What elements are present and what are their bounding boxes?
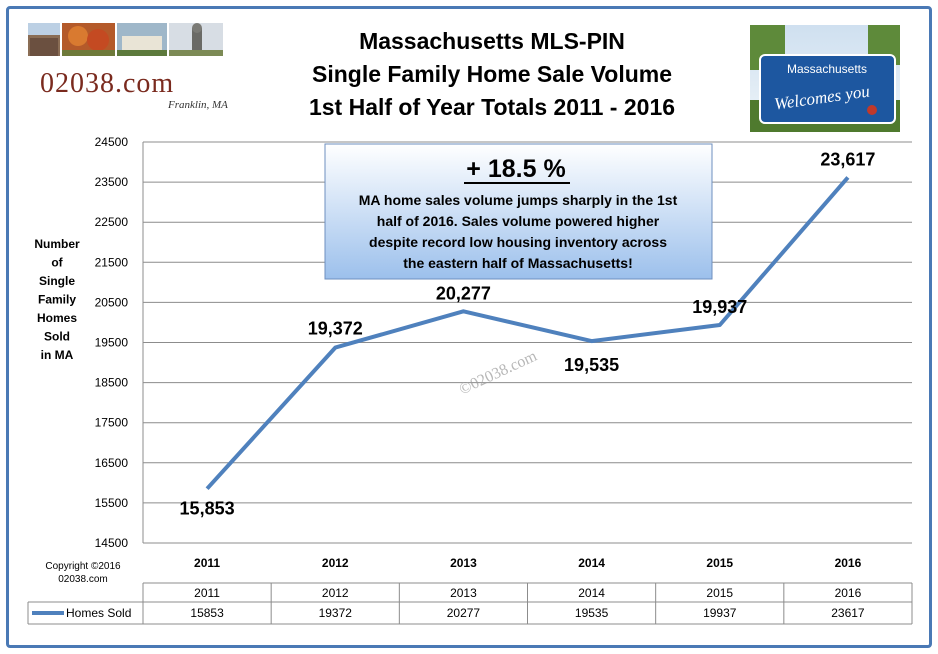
callout-line-2: half of 2016. Sales volume powered highe… xyxy=(377,213,660,229)
y-tick-label: 14500 xyxy=(95,536,129,550)
x-tick-label: 2014 xyxy=(578,556,605,570)
table-header-cell: 2014 xyxy=(578,586,605,600)
logo-photo-strip xyxy=(28,23,223,56)
y-tick-label: 20500 xyxy=(95,295,129,309)
data-labels: 15,853 19,372 20,277 19,535 19,937 23,617 xyxy=(180,149,876,518)
y-tick-labels: 24500 23500 22500 21500 20500 19500 18500 17500… xyxy=(95,135,129,550)
table-header-cell: 2011 xyxy=(194,586,220,600)
data-table: 2011 15853 2012 19372 2013 20277 2014 19535 2015… xyxy=(27,582,913,625)
data-label: 19,372 xyxy=(308,319,363,339)
y-tick-label: 15500 xyxy=(95,496,129,510)
y-tick-label: 24500 xyxy=(95,135,129,149)
y-tick-label: 23500 xyxy=(95,175,129,189)
copyright-line-2: 02038.com xyxy=(58,574,107,585)
x-tick-labels: 2011 2012 2013 2014 2015 2016 xyxy=(194,556,862,570)
copyright: Copyright ©2016 02038.com xyxy=(45,561,121,585)
table-value-cell: 20277 xyxy=(447,606,481,620)
logo-tagline: Franklin, MA xyxy=(167,99,228,111)
data-label: 19,535 xyxy=(564,355,619,375)
table-series-name: Homes Sold xyxy=(66,606,131,620)
data-label: 23,617 xyxy=(820,149,875,169)
chart-title-line-1: Massachusetts MLS-PIN xyxy=(359,28,625,54)
data-label: 20,277 xyxy=(436,283,491,303)
y-axis-label-line: Single xyxy=(39,274,75,288)
y-tick-label: 22500 xyxy=(95,215,129,229)
callout-line-3: despite record low housing inventory acr… xyxy=(369,234,667,250)
data-label: 15,853 xyxy=(180,499,235,519)
welcome-sign-picture: Massachusetts Welcomes you xyxy=(750,25,900,132)
sign-line-1: Massachusetts xyxy=(787,62,867,76)
table-value-cell: 19937 xyxy=(703,606,737,620)
y-axis-label-line: in MA xyxy=(41,348,74,362)
copyright-line-1: Copyright ©2016 xyxy=(45,561,121,572)
callout-line-4: the eastern half of Massachusetts! xyxy=(403,255,633,271)
x-tick-label: 2013 xyxy=(450,556,477,570)
callout-line-1: MA home sales volume jumps sharply in th… xyxy=(359,192,678,208)
chart-title-line-3: 1st Half of Year Totals 2011 - 2016 xyxy=(309,94,675,120)
gridlines xyxy=(142,141,912,544)
x-tick-label: 2011 xyxy=(194,556,220,570)
y-axis-label: Number of Single Family Homes Sold in MA xyxy=(34,237,80,362)
y-tick-label: 17500 xyxy=(95,416,129,430)
logo: 02038.com Franklin, MA xyxy=(28,23,228,111)
y-axis-label-line: of xyxy=(51,256,63,270)
callout-box: + 18.5 % MA home sales volume jumps shar… xyxy=(324,143,713,280)
table-header-cell: 2013 xyxy=(450,586,477,600)
table-header-cell: 2015 xyxy=(706,586,733,600)
y-axis-label-line: Number xyxy=(34,237,80,251)
y-axis-label-line: Sold xyxy=(44,330,70,344)
chart-title-line-2: Single Family Home Sale Volume xyxy=(312,61,672,87)
table-value-cell: 23617 xyxy=(831,606,865,620)
y-axis-label-line: Family xyxy=(38,293,76,307)
table-header-cell: 2016 xyxy=(835,586,862,600)
logo-text: 02038.com xyxy=(40,68,174,99)
y-tick-label: 16500 xyxy=(95,456,129,470)
x-tick-label: 2012 xyxy=(322,556,349,570)
series-line-homes-sold xyxy=(205,176,850,491)
y-axis-label-line: Homes xyxy=(37,311,77,325)
table-value-cell: 19372 xyxy=(319,606,353,620)
y-tick-label: 18500 xyxy=(95,376,129,390)
x-tick-label: 2015 xyxy=(706,556,733,570)
chart-title: Massachusetts MLS-PIN Single Family Home… xyxy=(309,28,675,120)
table-header-cell: 2012 xyxy=(322,586,349,600)
table-value-cell: 15853 xyxy=(190,606,224,620)
y-tick-label: 19500 xyxy=(95,336,129,350)
watermark: ©02038.com xyxy=(457,347,541,398)
table-value-cell: 19535 xyxy=(575,606,609,620)
data-label: 19,937 xyxy=(692,297,747,317)
x-tick-label: 2016 xyxy=(835,556,862,570)
callout-headline: + 18.5 % xyxy=(466,155,565,183)
y-tick-label: 21500 xyxy=(95,255,129,269)
